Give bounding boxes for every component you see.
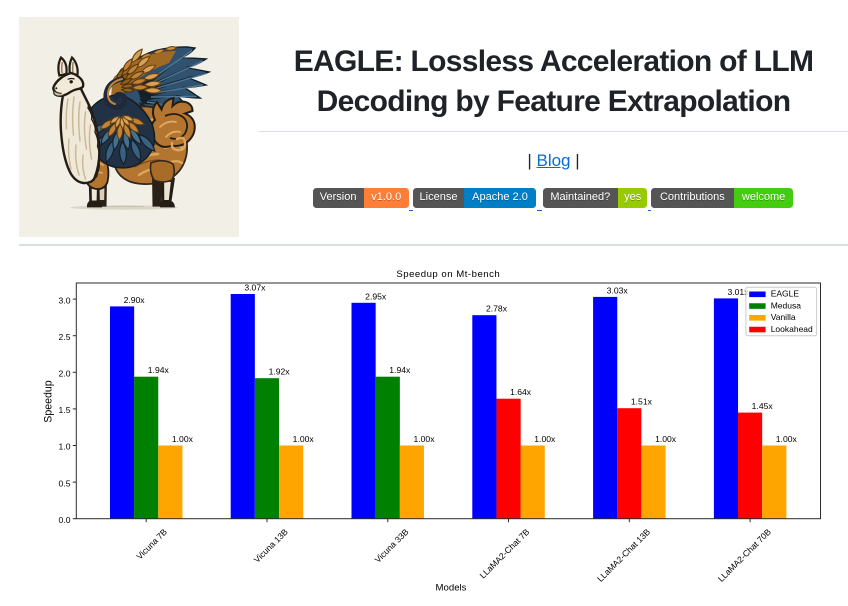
svg-text:1.00x: 1.00x (655, 434, 677, 444)
svg-text:1.00x: 1.00x (776, 434, 798, 444)
svg-text:1.00x: 1.00x (534, 434, 556, 444)
svg-text:0.0: 0.0 (59, 515, 71, 525)
svg-text:Vanilla: Vanilla (771, 312, 796, 322)
svg-text:Vicuna 7B: Vicuna 7B (134, 527, 169, 562)
svg-text:EAGLE: EAGLE (771, 289, 800, 299)
svg-text:3.01x: 3.01x (727, 287, 749, 297)
svg-text:1.94x: 1.94x (389, 365, 411, 375)
svg-text:1.51x: 1.51x (631, 397, 653, 407)
svg-text:Vicuna 33B: Vicuna 33B (373, 527, 411, 565)
svg-text:1.45x: 1.45x (752, 401, 774, 411)
svg-text:2.0: 2.0 (59, 369, 71, 379)
svg-text:2.90x: 2.90x (124, 295, 146, 305)
svg-text:Lookahead: Lookahead (771, 324, 813, 334)
svg-text:Speedup on Mt-bench: Speedup on Mt-bench (396, 269, 500, 280)
svg-text:2.95x: 2.95x (365, 291, 387, 301)
svg-text:2.78x: 2.78x (486, 304, 508, 314)
svg-text:LLaMA2-Chat 13B: LLaMA2-Chat 13B (595, 527, 652, 584)
svg-text:3.03x: 3.03x (607, 285, 629, 295)
svg-text:Speedup: Speedup (43, 380, 55, 423)
svg-text:Vicuna 13B: Vicuna 13B (252, 527, 290, 565)
svg-text:Models: Models (436, 582, 467, 593)
svg-text:1.00x: 1.00x (293, 434, 315, 444)
svg-text:1.0: 1.0 (59, 442, 71, 452)
svg-text:1.00x: 1.00x (172, 434, 194, 444)
svg-text:0.5: 0.5 (59, 478, 71, 488)
svg-text:3.07x: 3.07x (244, 283, 266, 293)
svg-text:LLaMA2-Chat 7B: LLaMA2-Chat 7B (478, 527, 532, 581)
svg-text:1.64x: 1.64x (510, 387, 532, 397)
svg-text:1.92x: 1.92x (269, 367, 291, 377)
svg-text:LLaMA2-Chat 70B: LLaMA2-Chat 70B (716, 527, 773, 584)
svg-text:1.94x: 1.94x (148, 365, 170, 375)
svg-text:Medusa: Medusa (771, 300, 802, 310)
svg-text:1.00x: 1.00x (413, 434, 435, 444)
svg-text:1.5: 1.5 (59, 405, 71, 415)
svg-text:2.5: 2.5 (59, 332, 71, 342)
svg-text:3.0: 3.0 (59, 295, 71, 305)
